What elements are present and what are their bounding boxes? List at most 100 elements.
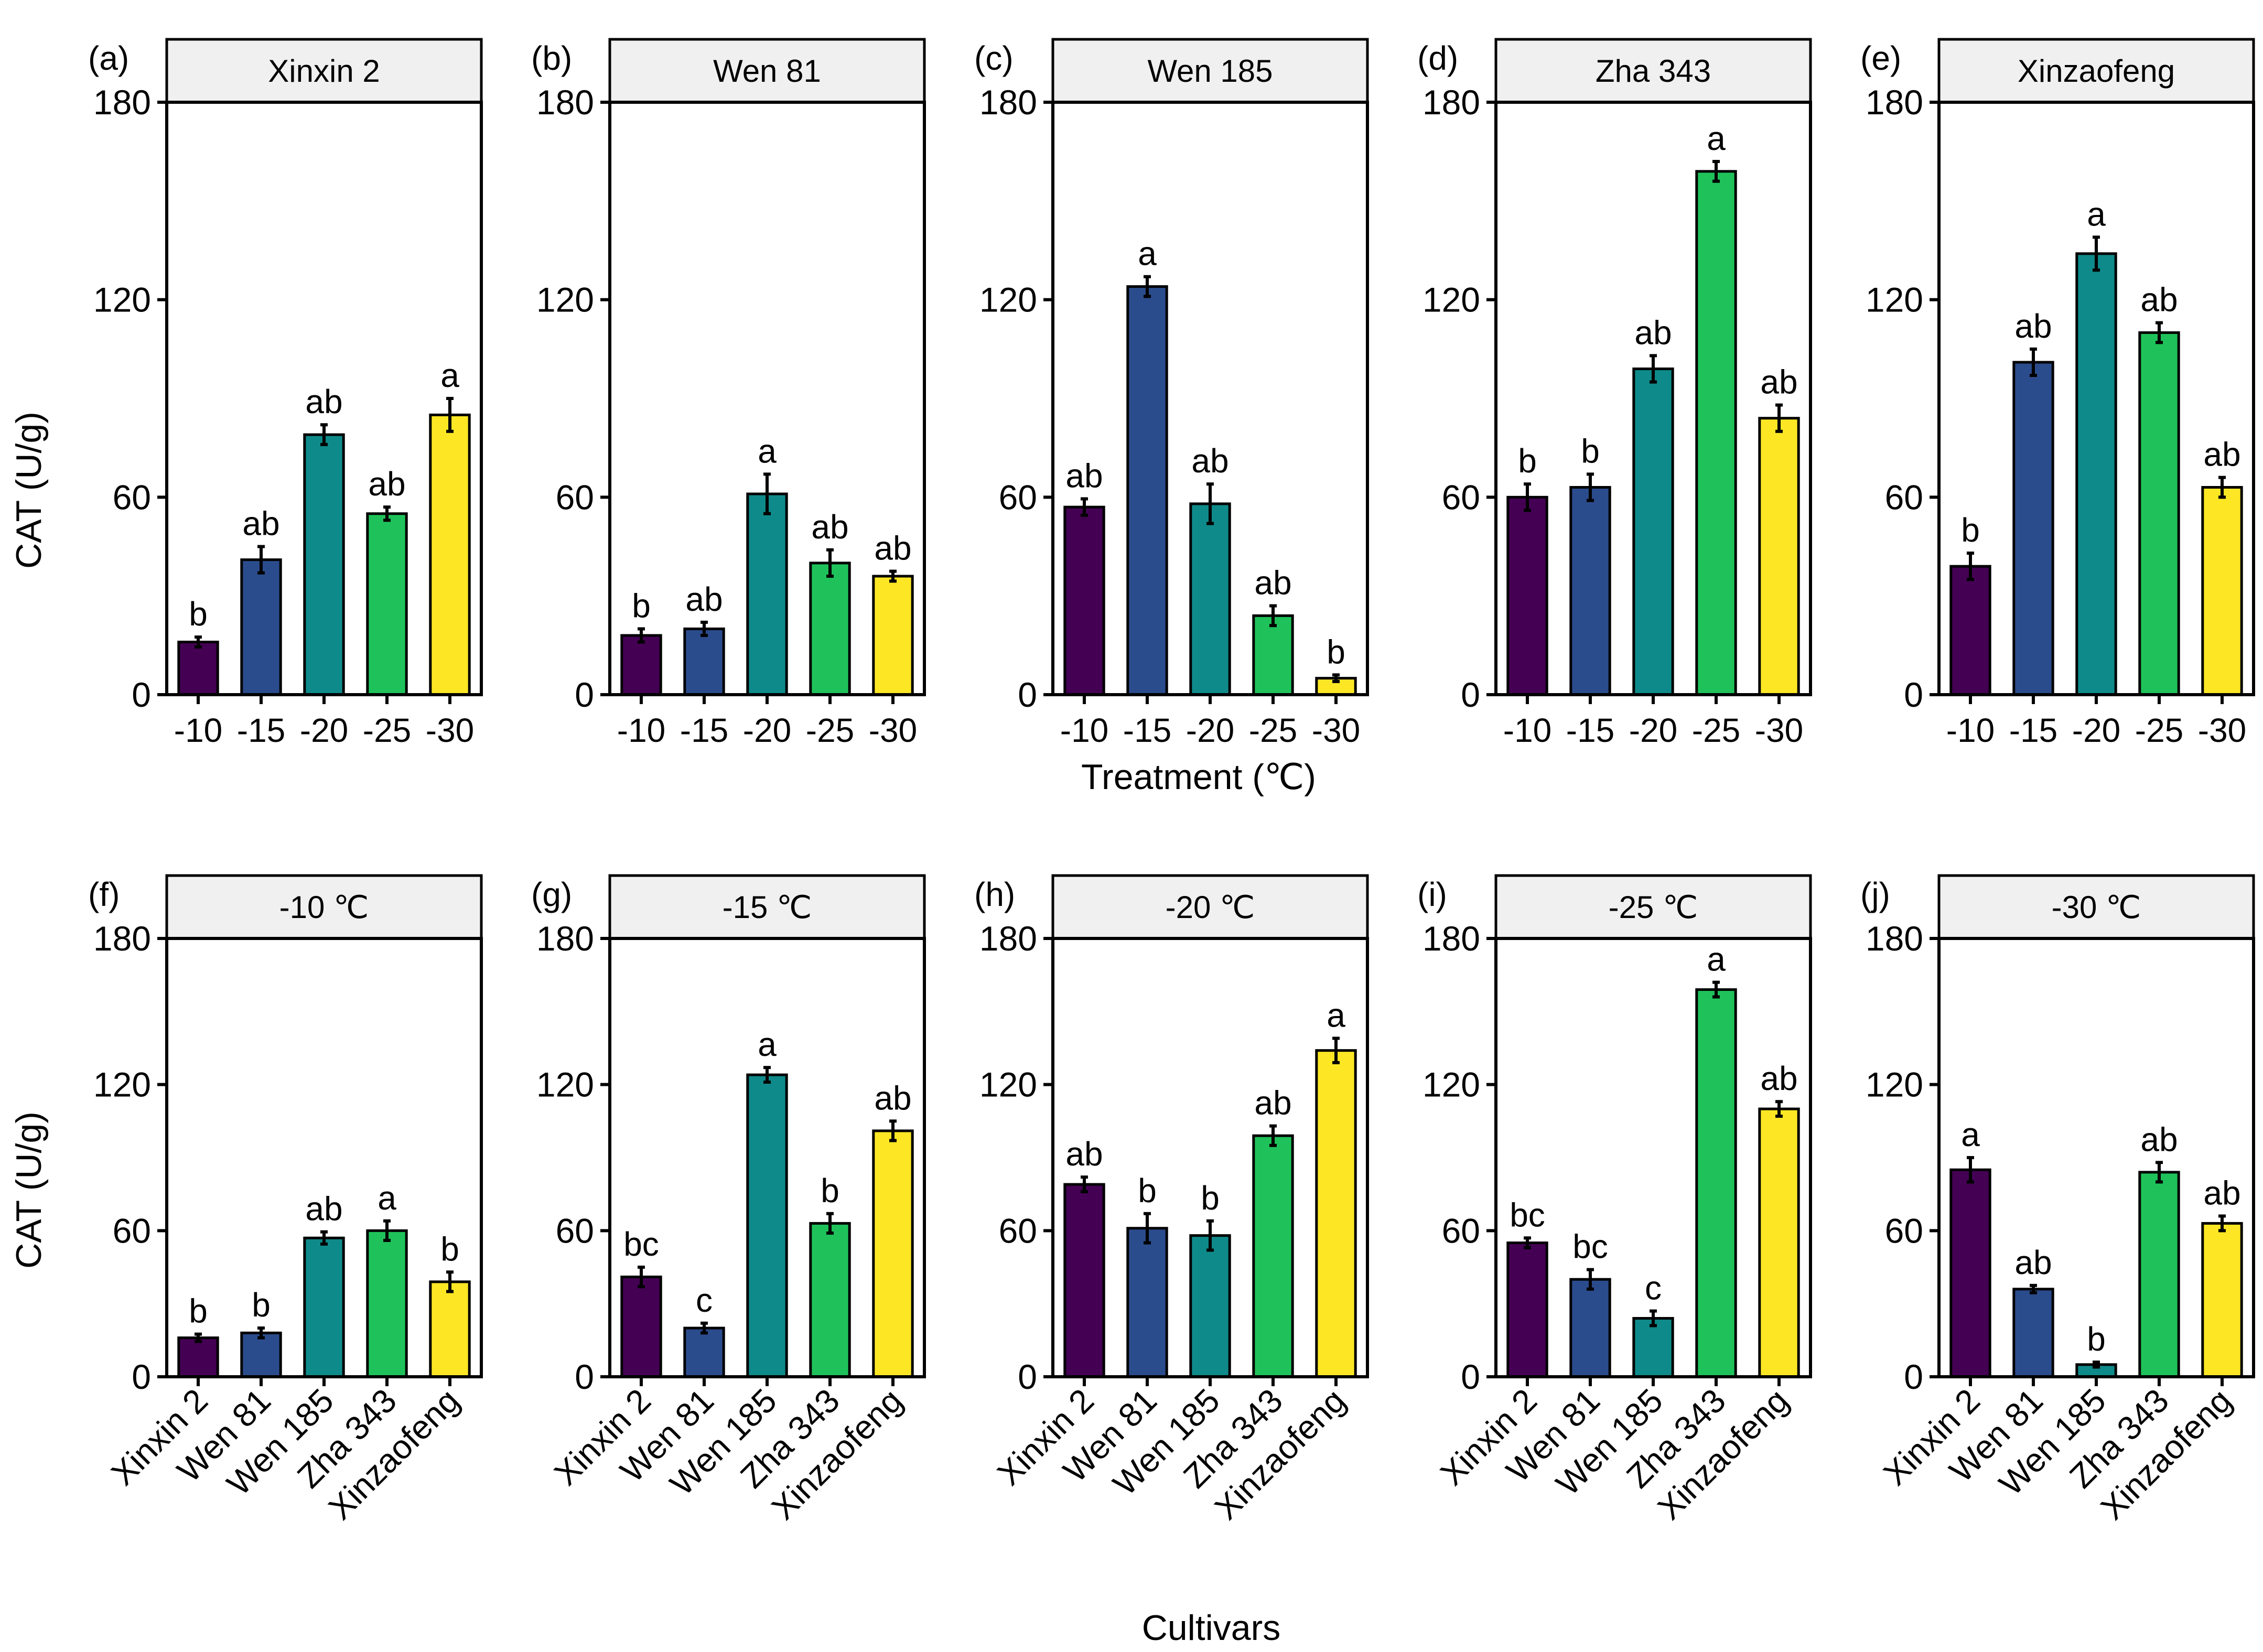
panel-d-xtick-label-2: -15: [1566, 711, 1615, 749]
panel-e-bar-1: [1949, 565, 1991, 696]
panel-c-letter: (c): [974, 39, 1014, 77]
panel-i-strip: [1494, 874, 1812, 940]
panel-d-xtick-label-4: -25: [1692, 711, 1741, 749]
panel-h-bar-4: [1252, 1134, 1294, 1378]
panel-f-ytick-label-1: 60: [113, 1211, 151, 1250]
panel-c-bar-4: [1252, 614, 1294, 696]
panel-f-bar-1: [177, 1336, 219, 1378]
panel-f-bar-2: [240, 1331, 282, 1378]
panel-i-letter: (i): [1417, 876, 1447, 913]
panel-a-sig-label-5: a: [440, 357, 459, 394]
panel-h-errorbar-1: [1081, 1175, 1088, 1194]
panel-h-ytick-label-0: 0: [1018, 1357, 1037, 1396]
panel-b-bar-2: [683, 627, 725, 696]
panel-e-xtick-label-1: -10: [1946, 711, 1995, 749]
panel-i-ytick-label-2: 120: [1423, 1065, 1480, 1104]
panel-i-ytick-label-0: 0: [1461, 1357, 1480, 1396]
panel-a-xtick-label-1: -10: [174, 711, 223, 749]
panel-h-bar-5: [1315, 1049, 1357, 1378]
panel-b-sig-label-3: a: [758, 432, 777, 470]
panel-f-bar-3: [303, 1236, 345, 1378]
panel-i-errorbar-5: [1775, 1100, 1783, 1118]
panel-i-bar-5: [1758, 1107, 1800, 1378]
panel-a-bar-4: [366, 512, 408, 696]
panel-i-sig-label-2: bc: [1572, 1228, 1608, 1266]
panel-e-errorbar-3: [2093, 235, 2100, 272]
panel-g-letter: (g): [531, 876, 572, 913]
panel-e-strip-title: Xinzaofeng: [2018, 53, 2175, 89]
panel-i-errorbar-1: [1524, 1236, 1531, 1249]
panel-b-errorbar-3: [763, 472, 771, 515]
panel-c-bar-1: [1063, 505, 1105, 696]
panel-d-strip-title: Zha 343: [1596, 53, 1711, 89]
panel-e-xtick-label-2: -15: [2009, 711, 2058, 749]
panel-h-sig-label-2: b: [1138, 1172, 1157, 1210]
panel-g-errorbar-4: [826, 1212, 834, 1235]
panel-g-ytick-label-0: 0: [575, 1357, 594, 1396]
panel-a-ytick-label-1: 60: [113, 478, 151, 516]
panel-g-errorbar-2: [701, 1321, 708, 1335]
panel-f-errorbar-1: [195, 1332, 202, 1343]
panel-c-xtick-label-5: -30: [1312, 711, 1361, 749]
panel-i-ytick-label-3: 180: [1423, 919, 1480, 958]
panel-c-errorbar-5: [1332, 673, 1340, 683]
panel-g-strip: [608, 874, 926, 940]
panel-g-bar-3: [746, 1073, 788, 1378]
panel-d-ytick-label-1: 60: [1442, 478, 1480, 516]
panel-b-errorbar-1: [638, 627, 645, 644]
panel-d-sig-label-4: a: [1707, 120, 1726, 157]
panel-b-xtick-label-5: -30: [869, 711, 918, 749]
panel-g-sig-label-2: c: [696, 1281, 713, 1319]
panel-a-ytick-label-3: 180: [93, 83, 151, 122]
panel-j-sig-label-4: ab: [2140, 1120, 2178, 1158]
panel-e-bar-5: [2201, 486, 2243, 696]
panel-f-errorbar-2: [257, 1326, 265, 1340]
panel-j-sig-label-3: b: [2087, 1320, 2106, 1358]
panel-a-ytick-label-2: 120: [93, 280, 151, 319]
panel-b-xtick-label-1: -10: [617, 711, 666, 749]
panel-e-xtick-label-4: -25: [2135, 711, 2184, 749]
panel-a-xtick-label-4: -25: [363, 711, 412, 749]
panel-h-ytick-label-3: 180: [979, 919, 1037, 958]
panel-c-sig-label-3: ab: [1191, 442, 1229, 480]
panel-b-strip: [608, 38, 926, 104]
panel-j-ytick-label-3: 180: [1866, 919, 1923, 958]
panel-i-strip-title: -25 ℃: [1609, 890, 1698, 925]
panel-j-ytick-label-1: 60: [1885, 1211, 1923, 1250]
panel-g-errorbar-5: [889, 1119, 897, 1142]
panel-b-xtick-label-4: -25: [806, 711, 855, 749]
panel-g-bar-1: [620, 1276, 662, 1378]
panel-f-strip: [165, 874, 483, 940]
panel-e-errorbar-1: [1967, 552, 1974, 581]
panel-h-errorbar-5: [1332, 1036, 1340, 1064]
panel-a-sig-label-1: b: [189, 595, 208, 633]
panel-c-sig-label-1: ab: [1065, 457, 1103, 494]
panel-f-ytick-label-2: 120: [93, 1065, 151, 1104]
panel-c-ytick-label-3: 180: [979, 83, 1037, 122]
panel-e-xtick-label-5: -30: [2198, 711, 2247, 749]
panel-h-sig-label-4: ab: [1254, 1084, 1291, 1122]
panel-c-bar-2: [1126, 285, 1168, 696]
panel-b-bar-1: [620, 634, 662, 696]
panel-e-sig-label-3: a: [2087, 195, 2106, 233]
panel-e-ytick-label-2: 120: [1866, 280, 1923, 319]
panel-j-errorbar-1: [1967, 1156, 1974, 1184]
panel-d: (d) Zha 343 b b ab a ab 0 60 120 180 -10 -15 -20 -25 -3…: [1417, 38, 1812, 749]
panel-g-strip-title: -15 ℃: [723, 890, 812, 925]
panel-i-errorbar-3: [1650, 1309, 1657, 1327]
panel-d-xtick-label-5: -30: [1755, 711, 1804, 749]
panel-f-sig-label-4: a: [378, 1179, 396, 1217]
panel-j-letter: (j): [1860, 876, 1890, 913]
panel-d-sig-label-2: b: [1581, 432, 1600, 470]
panel-d-bar-3: [1632, 368, 1674, 696]
panel-b-ytick-label-3: 180: [536, 83, 594, 122]
panel-b-sig-label-4: ab: [811, 508, 848, 546]
panel-c-xtick-label-3: -20: [1186, 711, 1235, 749]
panel-c-xtick-label-4: -25: [1249, 711, 1298, 749]
panel-e-bar-3: [2075, 252, 2117, 696]
panel-a-strip: [165, 38, 483, 104]
panel-h-ytick-label-2: 120: [979, 1065, 1037, 1104]
